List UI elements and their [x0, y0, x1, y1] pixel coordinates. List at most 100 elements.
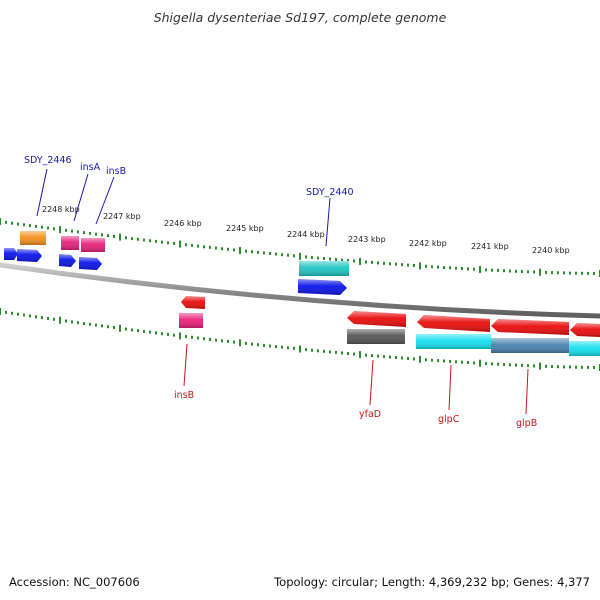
top-row-minor-tick: [533, 270, 535, 274]
bottom-row-minor-tick: [533, 364, 535, 368]
bottom-row-minor-tick: [431, 358, 433, 362]
bottom-row-major-tick: [359, 351, 361, 359]
top-row-minor-tick: [443, 266, 445, 269]
bottom-row-minor-tick: [155, 331, 157, 335]
gene-yfad-gray[interactable]: [347, 329, 405, 344]
bottom-row-minor-tick: [209, 337, 211, 341]
gene-forward-blue-2[interactable]: [17, 249, 42, 262]
bottom-row-minor-tick: [215, 338, 217, 342]
top-row-minor-tick: [5, 220, 7, 224]
bottom-row-minor-tick: [401, 356, 403, 360]
top-row-minor-tick: [35, 224, 37, 228]
top-row-minor-tick: [29, 224, 31, 228]
bottom-row-minor-tick: [365, 353, 367, 357]
top-row-minor-tick: [197, 244, 199, 248]
kbp-label-2246: 2246 kbp: [164, 219, 202, 228]
top-row-minor-tick: [155, 239, 157, 243]
top-row-minor-tick: [137, 237, 139, 241]
top-row-minor-tick: [389, 262, 391, 266]
top-row-minor-tick: [107, 234, 109, 238]
top-row-minor-tick: [227, 247, 229, 251]
top-row-minor-tick: [575, 271, 577, 275]
bottom-row-minor-tick: [143, 329, 145, 333]
bottom-row-minor-tick: [113, 326, 115, 329]
kbp-label-2242: 2242 kbp: [409, 239, 447, 248]
gene-label-yfad: yfaD: [359, 409, 381, 420]
gene-insb-top-magenta[interactable]: [81, 238, 105, 252]
bottom-row-minor-tick: [329, 350, 331, 354]
top-row-minor-tick: [149, 239, 151, 243]
bottom-row-minor-tick: [389, 355, 391, 359]
gene-forward-blue-5[interactable]: [298, 279, 347, 295]
top-row-minor-tick: [557, 271, 559, 275]
gene-sdy-2446-orange[interactable]: [20, 231, 46, 245]
bottom-row-minor-tick: [167, 332, 169, 336]
bottom-row-minor-tick: [311, 348, 313, 352]
top-row-minor-tick: [263, 251, 265, 255]
top-row-minor-tick: [95, 232, 97, 236]
gene-sdy-2440-teal[interactable]: [299, 261, 349, 276]
top-row-minor-tick: [251, 250, 253, 254]
gene-insa-magenta[interactable]: [61, 236, 79, 250]
top-row-minor-tick: [287, 253, 289, 257]
bottom-row-major-tick: [299, 345, 301, 353]
bottom-row-minor-tick: [593, 366, 595, 369]
bottom-row-minor-tick: [269, 344, 271, 348]
kbp-label-2240: 2240 kbp: [532, 246, 570, 255]
gene-forward-blue-3[interactable]: [59, 254, 76, 267]
gene-yfad-red[interactable]: [347, 311, 406, 327]
top-row-minor-tick: [143, 238, 145, 242]
bottom-row-minor-tick: [575, 365, 577, 369]
gene-edge-cyan[interactable]: [569, 341, 600, 356]
bottom-row-minor-tick: [407, 357, 409, 360]
top-row-minor-tick: [371, 260, 373, 264]
bottom-row-minor-tick: [95, 323, 97, 327]
bottom-row-minor-tick: [383, 355, 385, 359]
bottom-row-minor-tick: [83, 322, 85, 325]
top-row-minor-tick: [101, 233, 103, 237]
top-row-minor-tick: [401, 263, 403, 267]
gene-forward-blue-4[interactable]: [79, 257, 102, 270]
bottom-row-minor-tick: [203, 337, 205, 341]
top-row-minor-tick: [113, 234, 115, 238]
bottom-row-minor-tick: [569, 365, 571, 369]
gene-label-sdy-2446: SDY_2446: [24, 155, 72, 166]
top-row-minor-tick: [245, 249, 247, 253]
bottom-row-minor-tick: [563, 365, 565, 369]
bottom-row-minor-tick: [131, 328, 133, 332]
bottom-row-major-tick: [179, 332, 181, 340]
bottom-row-minor-tick: [491, 362, 493, 366]
gene-label-glpb: glpB: [516, 418, 537, 429]
gene-forward-blue-1[interactable]: [4, 248, 18, 260]
gene-glpb-red[interactable]: [491, 319, 569, 335]
gene-insb-bottom-magenta[interactable]: [179, 313, 203, 328]
bottom-row-minor-tick: [287, 346, 289, 350]
gene-label-glpc: glpC: [438, 414, 460, 425]
top-row-minor-tick: [473, 267, 475, 271]
gene-edge-red[interactable]: [570, 323, 600, 337]
bottom-row-major-tick: [59, 316, 61, 324]
top-row-major-tick: [359, 258, 361, 265]
bottom-row-major-tick: [119, 324, 121, 332]
top-row-major-tick: [299, 252, 301, 260]
bottom-row-minor-tick: [341, 351, 343, 355]
gene-label-sdy-2440: SDY_2440: [306, 187, 354, 198]
top-row-minor-tick: [449, 266, 451, 270]
top-row-minor-tick: [305, 255, 307, 259]
top-row-minor-tick: [209, 245, 211, 249]
top-row-minor-tick: [353, 259, 355, 263]
bottom-row-minor-tick: [455, 360, 457, 364]
gene-insb-bottom-red[interactable]: [181, 296, 205, 309]
bottom-row-major-tick: [419, 355, 421, 363]
gene-glpb-steel[interactable]: [491, 338, 569, 353]
gene-glpc-red[interactable]: [417, 315, 490, 332]
kbp-label-2244: 2244 kbp: [287, 230, 325, 239]
top-row-minor-tick: [41, 225, 43, 229]
top-row-minor-tick: [503, 269, 505, 273]
bottom-row-minor-tick: [137, 329, 139, 333]
gene-glpc-cyan[interactable]: [416, 334, 491, 349]
kbp-label-2247: 2247 kbp: [103, 212, 141, 221]
top-row-minor-tick: [563, 271, 565, 275]
top-row-minor-tick: [71, 229, 73, 233]
top-row-minor-tick: [47, 226, 49, 230]
